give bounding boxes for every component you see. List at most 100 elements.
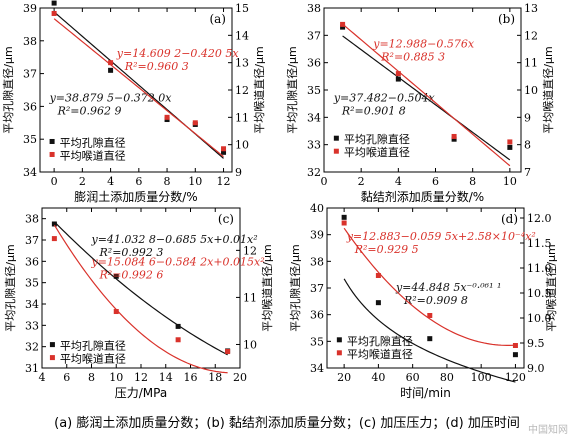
y2-tick-label: 9.5 bbox=[527, 337, 545, 350]
panel-label: (b) bbox=[498, 12, 515, 26]
x-tick-label: 12 bbox=[134, 371, 148, 384]
y2-tick-label: 9 bbox=[524, 111, 531, 124]
y2-tick-label: 10.5 bbox=[527, 287, 552, 300]
y2-tick-label: 12 bbox=[243, 244, 257, 257]
data-point-pore bbox=[341, 214, 347, 220]
fit-equation: y=38.879 5−0.372 0x bbox=[49, 91, 173, 104]
y-tick-label: 37 bbox=[25, 234, 39, 247]
data-point-throat bbox=[51, 236, 57, 242]
x-tick-label: 6 bbox=[432, 175, 439, 188]
data-point-throat bbox=[375, 273, 381, 278]
legend-marker bbox=[49, 151, 55, 157]
legend-label: 平均喉道直径 bbox=[344, 145, 410, 159]
y-tick-label: 35 bbox=[310, 335, 324, 348]
x-tick-label: 2 bbox=[358, 175, 365, 188]
y-tick-label: 36 bbox=[307, 57, 321, 70]
x-tick-label: 4 bbox=[107, 175, 114, 188]
chart-panel-d: 20 40 60 80 100 120 34 35 36 37 38 39 40 9.0 9.5 10.0 10… bbox=[288, 202, 558, 400]
y2-axis-title: 平均喉道直径/μm bbox=[544, 244, 558, 331]
y-tick-label: 38 bbox=[310, 255, 324, 268]
x-axis-title: 压力/MPa bbox=[115, 386, 167, 400]
y-tick-label: 36 bbox=[23, 100, 37, 113]
x-tick-label: 20 bbox=[233, 371, 247, 384]
x-axis-title: 膨润土添加质量分数/% bbox=[74, 189, 197, 204]
x-tick-label: 14 bbox=[159, 371, 173, 384]
x-tick-label: 20 bbox=[337, 371, 351, 384]
y-axis-title: 平均孔隙直径/μm bbox=[1, 46, 15, 133]
y-tick-label: 35 bbox=[23, 133, 37, 146]
chart-panel-a: 0 2 4 6 8 10 12 34 35 36 37 38 39 9 10 11 12 13 14 15 膨润土添加质… bbox=[1, 0, 266, 204]
x-tick-label: 8 bbox=[469, 175, 476, 188]
y2-axis-title: 平均喉道直径/μm bbox=[541, 46, 555, 133]
y-tick-label: 38 bbox=[23, 35, 37, 48]
data-point-pore bbox=[375, 300, 381, 306]
x-tick-label: 0 bbox=[321, 175, 328, 188]
y-tick-label: 34 bbox=[23, 166, 37, 179]
fit-equation: y=41.032 8−0.685 5x+0.01x² bbox=[91, 233, 258, 246]
y2-tick-label: 13 bbox=[524, 2, 538, 15]
y-tick-label: 31 bbox=[25, 362, 39, 375]
data-point-throat bbox=[451, 133, 457, 139]
data-point-pore bbox=[427, 336, 433, 342]
fit-equation: y=44.848 5x⁻⁰·⁰⁶¹ ¹ bbox=[395, 281, 501, 294]
x-tick-label: 2 bbox=[79, 175, 86, 188]
x-tick-label: 10 bbox=[503, 175, 517, 188]
x-tick-label: 0 bbox=[51, 175, 58, 188]
fit-equation: y=12.988−0.576x bbox=[372, 37, 475, 50]
legend-label: 平均喉道直径 bbox=[347, 347, 413, 361]
fit-r-squared: R²=0.901 8 bbox=[341, 104, 406, 117]
x-tick-label: 4 bbox=[395, 175, 402, 188]
legend-marker bbox=[333, 148, 339, 154]
y2-tick-label: 11.5 bbox=[527, 237, 552, 250]
chart-panel-c: 4 6 8 10 12 14 16 18 20 31 32 33 34 35 36 37 38 10 11 12 压力/… bbox=[3, 207, 274, 400]
y-tick-label: 34 bbox=[307, 111, 321, 124]
y-tick-label: 32 bbox=[25, 341, 39, 354]
legend-label: 平均喉道直径 bbox=[60, 352, 126, 366]
y-tick-label: 37 bbox=[310, 282, 324, 295]
y2-tick-label: 8 bbox=[524, 139, 531, 152]
y2-axis-title: 平均喉道直径/μm bbox=[252, 46, 266, 133]
legend-marker bbox=[49, 342, 55, 348]
x-tick-label: 6 bbox=[63, 371, 70, 384]
y2-tick-label: 9 bbox=[235, 166, 242, 179]
x-tick-label: 8 bbox=[164, 175, 171, 188]
x-tick-label: 4 bbox=[39, 371, 46, 384]
y2-tick-label: 10.0 bbox=[527, 312, 552, 325]
legend-marker bbox=[49, 355, 55, 361]
fit-r-squared: R²=0.962 9 bbox=[57, 104, 122, 117]
legend-label: 平均孔隙直径 bbox=[344, 132, 410, 146]
data-point-pore bbox=[51, 221, 57, 227]
panel-label: (a) bbox=[209, 12, 226, 26]
y2-tick-label: 10 bbox=[524, 84, 538, 97]
y2-tick-label: 12.0 bbox=[527, 212, 552, 225]
y2-tick-label: 11.0 bbox=[527, 262, 552, 275]
fit-r-squared: R²=0.929 5 bbox=[354, 243, 419, 256]
y2-tick-label: 10 bbox=[235, 139, 249, 152]
legend-marker bbox=[336, 350, 342, 356]
y-tick-label: 38 bbox=[25, 213, 39, 226]
x-tick-label: 18 bbox=[208, 371, 222, 384]
data-point-pore bbox=[221, 149, 227, 155]
x-axis-title: 时间/min bbox=[400, 386, 451, 400]
fit-equation: y=15.084 6−0.584 2x+0.015x² bbox=[91, 256, 265, 269]
fit-r-squared: R²=0.885 3 bbox=[380, 50, 445, 63]
fit-r-squared: R²=0.909 8 bbox=[403, 294, 468, 307]
data-point-throat bbox=[51, 10, 57, 16]
fit-r-squared: R²=0.992 3 bbox=[99, 246, 164, 259]
y-tick-label: 37 bbox=[23, 68, 37, 81]
y2-tick-label: 12 bbox=[235, 84, 249, 97]
y-tick-label: 33 bbox=[25, 319, 39, 332]
y2-tick-label: 10 bbox=[243, 338, 257, 351]
fit-equation: y=12.883−0.059 5x+2.58×10⁻⁴x² bbox=[346, 230, 536, 243]
y2-tick-label: 11 bbox=[524, 57, 538, 70]
x-tick-label: 120 bbox=[505, 371, 526, 384]
y-tick-label: 33 bbox=[307, 139, 321, 152]
figure-caption: (a) 膨润土添加质量分数；(b) 黏结剂添加质量分数；(c) 加压压力；(d)… bbox=[54, 416, 520, 431]
legend-marker bbox=[336, 337, 342, 343]
data-point-throat bbox=[192, 120, 198, 126]
data-point-throat bbox=[507, 139, 513, 145]
data-point-throat bbox=[164, 114, 170, 120]
panel-label: (d) bbox=[501, 212, 518, 226]
y-tick-label: 36 bbox=[25, 255, 39, 268]
